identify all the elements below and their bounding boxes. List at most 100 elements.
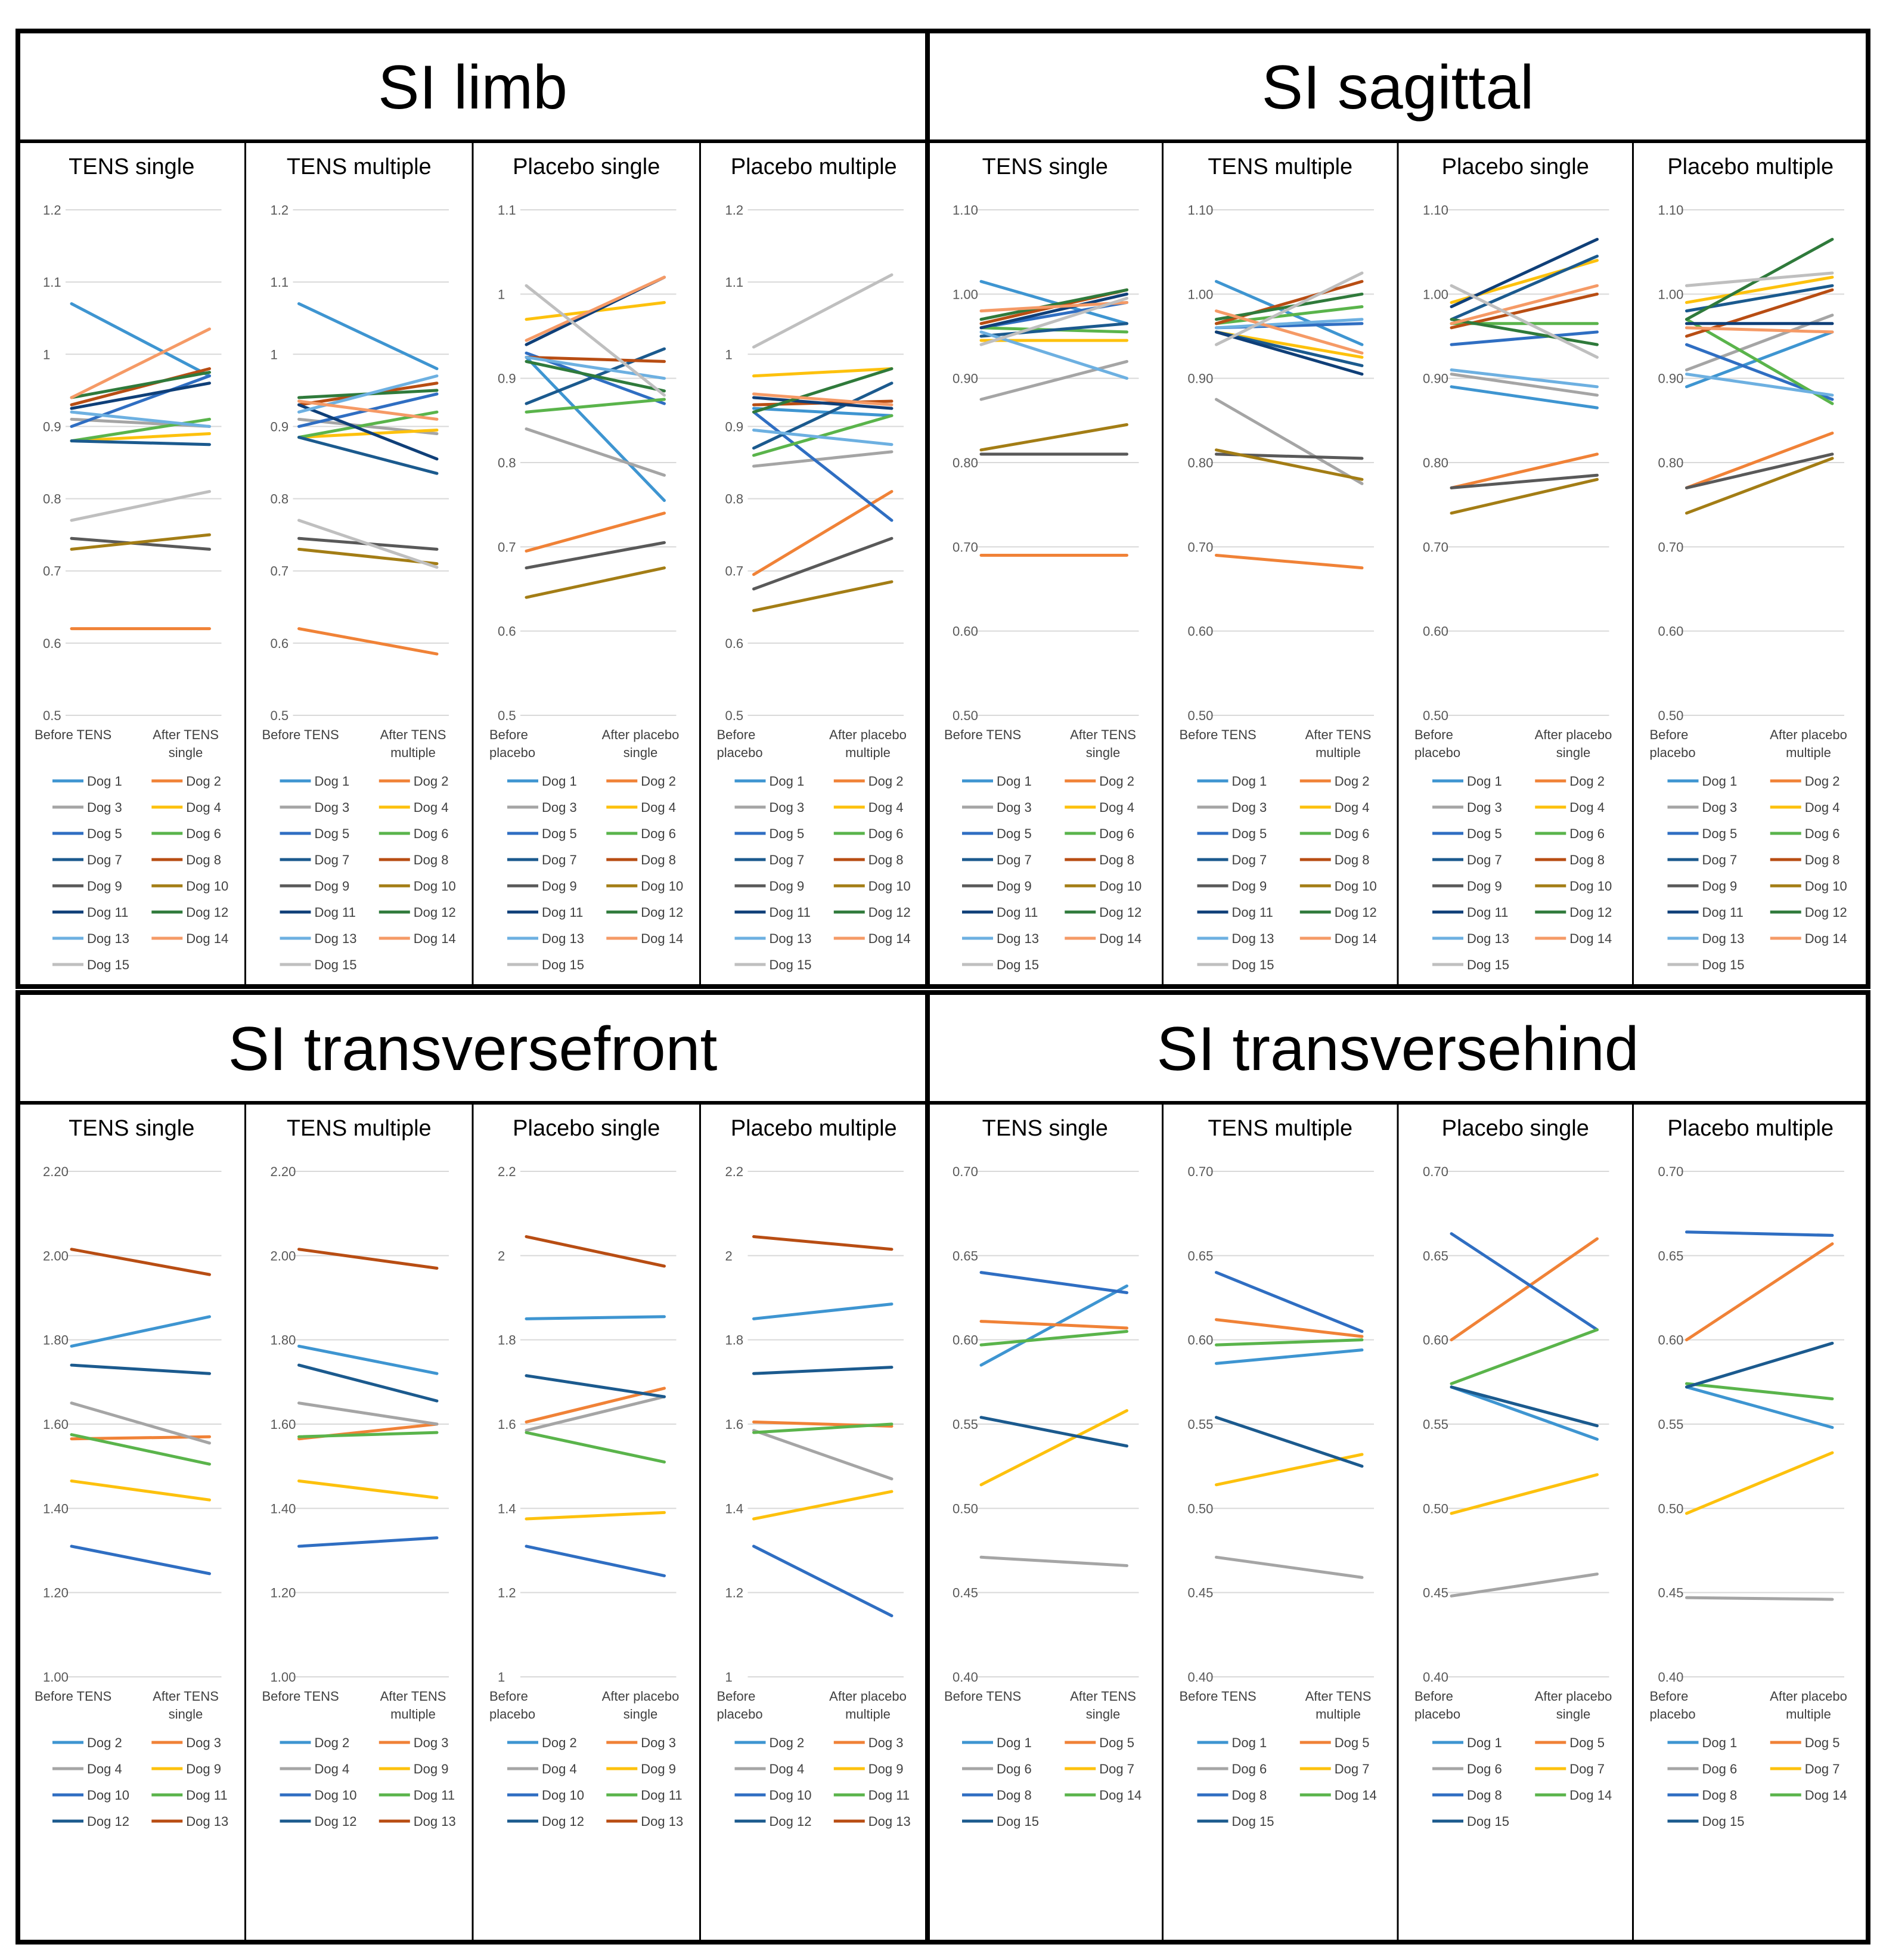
legend-label-dog-7: Dog 7 xyxy=(1099,1761,1134,1776)
series-line-dog-7 xyxy=(979,322,1128,338)
x-category-label: Before xyxy=(1650,727,1689,742)
x-category-label: After TENS xyxy=(380,1689,446,1704)
y-tick-label: 1.6 xyxy=(725,1417,744,1432)
x-category-label: After TENS xyxy=(1305,727,1372,742)
x-category-label: multiple xyxy=(390,745,436,760)
panel-title: TENS single xyxy=(982,1116,1108,1141)
x-category-label: single xyxy=(1086,1707,1120,1722)
legend-label-dog-9: Dog 9 xyxy=(315,879,350,894)
group-si-transversefront-panel-tens-multiple: TENS multiple 1.00 1.20 1.40 1.60 1.80 2.00 2.2… xyxy=(262,1103,473,1923)
series-line-dog-10 xyxy=(1450,477,1599,515)
y-tick-label: 0.40 xyxy=(1188,1670,1214,1685)
y-tick-label: 0.55 xyxy=(1658,1417,1684,1432)
legend-label-dog-8: Dog 8 xyxy=(1805,852,1840,867)
series-line-dog-8 xyxy=(1215,1271,1364,1333)
series-line-dog-10 xyxy=(70,533,211,551)
series-line-dog-13 xyxy=(525,1235,666,1268)
panel-title: Placebo multiple xyxy=(731,1116,897,1141)
y-tick-label: 1.2 xyxy=(498,1586,516,1601)
series-line-dog-14 xyxy=(1450,284,1599,325)
y-tick-label: 0.55 xyxy=(1423,1417,1448,1432)
x-category-label: Before TENS xyxy=(1180,727,1257,742)
y-tick-label: 0.8 xyxy=(271,492,289,507)
y-tick-label: 1.80 xyxy=(43,1333,69,1348)
x-category-label: placebo xyxy=(717,1707,763,1722)
legend-label-dog-10: Dog 10 xyxy=(641,879,683,894)
y-tick-label: 0.65 xyxy=(1423,1248,1448,1263)
x-category-label: After TENS xyxy=(1305,1689,1372,1704)
x-category-label: multiple xyxy=(390,1707,436,1722)
legend-label-dog-9: Dog 9 xyxy=(997,879,1032,894)
series-line-dog-10 xyxy=(752,1545,894,1618)
y-tick-label: 1 xyxy=(725,347,733,362)
y-tick-label: 0.90 xyxy=(953,371,978,386)
series-line-dog-2 xyxy=(297,627,439,656)
series-line-dog-7 xyxy=(1450,255,1599,321)
x-category-label: After placebo xyxy=(1770,1689,1847,1704)
series-line-dog-10 xyxy=(979,423,1128,452)
x-category-label: After TENS xyxy=(1070,727,1136,742)
y-tick-label: 0.80 xyxy=(1188,455,1214,470)
y-tick-label: 0.60 xyxy=(1423,1333,1448,1348)
legend-label-dog-11: Dog 11 xyxy=(186,1788,227,1803)
legend-label-dog-8: Dog 8 xyxy=(186,852,221,867)
y-tick-label: 1.6 xyxy=(498,1417,516,1432)
legend-label-dog-2: Dog 2 xyxy=(1805,774,1840,789)
series-line-dog-9 xyxy=(752,1490,894,1521)
series-line-dog-15 xyxy=(70,489,211,522)
x-category-label: placebo xyxy=(1414,745,1460,760)
series-line-dog-7 xyxy=(979,1409,1128,1487)
series-line-dog-10 xyxy=(525,1545,666,1577)
legend-label-dog-14: Dog 14 xyxy=(1569,931,1612,946)
y-tick-label: 0.55 xyxy=(1188,1417,1214,1432)
series-line-dog-12 xyxy=(297,1363,439,1403)
series-line-dog-14 xyxy=(1685,1382,1834,1401)
series-line-dog-6 xyxy=(1685,1596,1834,1601)
legend-label-dog-7: Dog 7 xyxy=(1702,852,1738,867)
y-tick-label: 0.9 xyxy=(725,419,744,434)
y-tick-label: 1 xyxy=(498,287,505,302)
group-si-limb-panel-placebo-multiple: Placebo multiple 0.5 0.6 0.7 0.8 0.9 1 1.1 1.2 Be… xyxy=(717,141,928,972)
legend-label-dog-2: Dog 2 xyxy=(186,774,221,789)
legend-label-dog-5: Dog 5 xyxy=(1467,826,1502,841)
legend-label-dog-4: Dog 4 xyxy=(868,800,904,815)
legend-label-dog-6: Dog 6 xyxy=(186,826,221,841)
legend-label-dog-9: Dog 9 xyxy=(87,879,122,894)
series-line-dog-5 xyxy=(1685,1242,1834,1342)
legend-label-dog-1: Dog 1 xyxy=(87,774,122,789)
y-tick-label: 0.8 xyxy=(498,455,516,470)
legend-label-dog-3: Dog 3 xyxy=(87,800,122,815)
legend-label-dog-4: Dog 4 xyxy=(641,800,676,815)
y-tick-label: 0.70 xyxy=(1423,1164,1448,1179)
legend-label-dog-12: Dog 12 xyxy=(1335,905,1377,920)
y-tick-label: 0.6 xyxy=(725,636,744,651)
y-tick-label: 1.1 xyxy=(271,275,289,290)
legend-label-dog-6: Dog 6 xyxy=(1569,826,1605,841)
y-tick-label: 1.00 xyxy=(43,1670,69,1685)
legend-label-dog-14: Dog 14 xyxy=(1805,931,1847,946)
series-line-dog-5 xyxy=(752,410,894,522)
legend-label-dog-13: Dog 13 xyxy=(87,931,129,946)
y-tick-label: 0.7 xyxy=(271,564,289,579)
legend-label-dog-11: Dog 11 xyxy=(87,905,128,920)
legend-label-dog-4: Dog 4 xyxy=(1099,800,1134,815)
legend-label-dog-12: Dog 12 xyxy=(315,1814,357,1829)
legend-label-dog-11: Dog 11 xyxy=(542,905,583,920)
legend-label-dog-5: Dog 5 xyxy=(1099,1735,1134,1750)
panel-title: Placebo multiple xyxy=(1667,1116,1834,1141)
y-tick-label: 1.00 xyxy=(1658,287,1684,302)
y-tick-label: 1.2 xyxy=(271,203,289,218)
x-category-label: Before xyxy=(489,727,528,742)
legend-label-dog-12: Dog 12 xyxy=(770,1814,812,1829)
series-line-dog-7 xyxy=(1450,1473,1599,1515)
legend-label-dog-5: Dog 5 xyxy=(87,826,122,841)
series-line-dog-15 xyxy=(979,296,1128,346)
series-line-dog-12 xyxy=(752,1366,894,1375)
y-tick-label: 2 xyxy=(498,1248,505,1263)
y-tick-label: 0.50 xyxy=(1188,1501,1214,1516)
series-line-dog-1 xyxy=(1450,1385,1599,1441)
legend-label-dog-10: Dog 10 xyxy=(414,879,456,894)
legend-label-dog-12: Dog 12 xyxy=(868,905,911,920)
legend-label-dog-7: Dog 7 xyxy=(1335,1761,1370,1776)
